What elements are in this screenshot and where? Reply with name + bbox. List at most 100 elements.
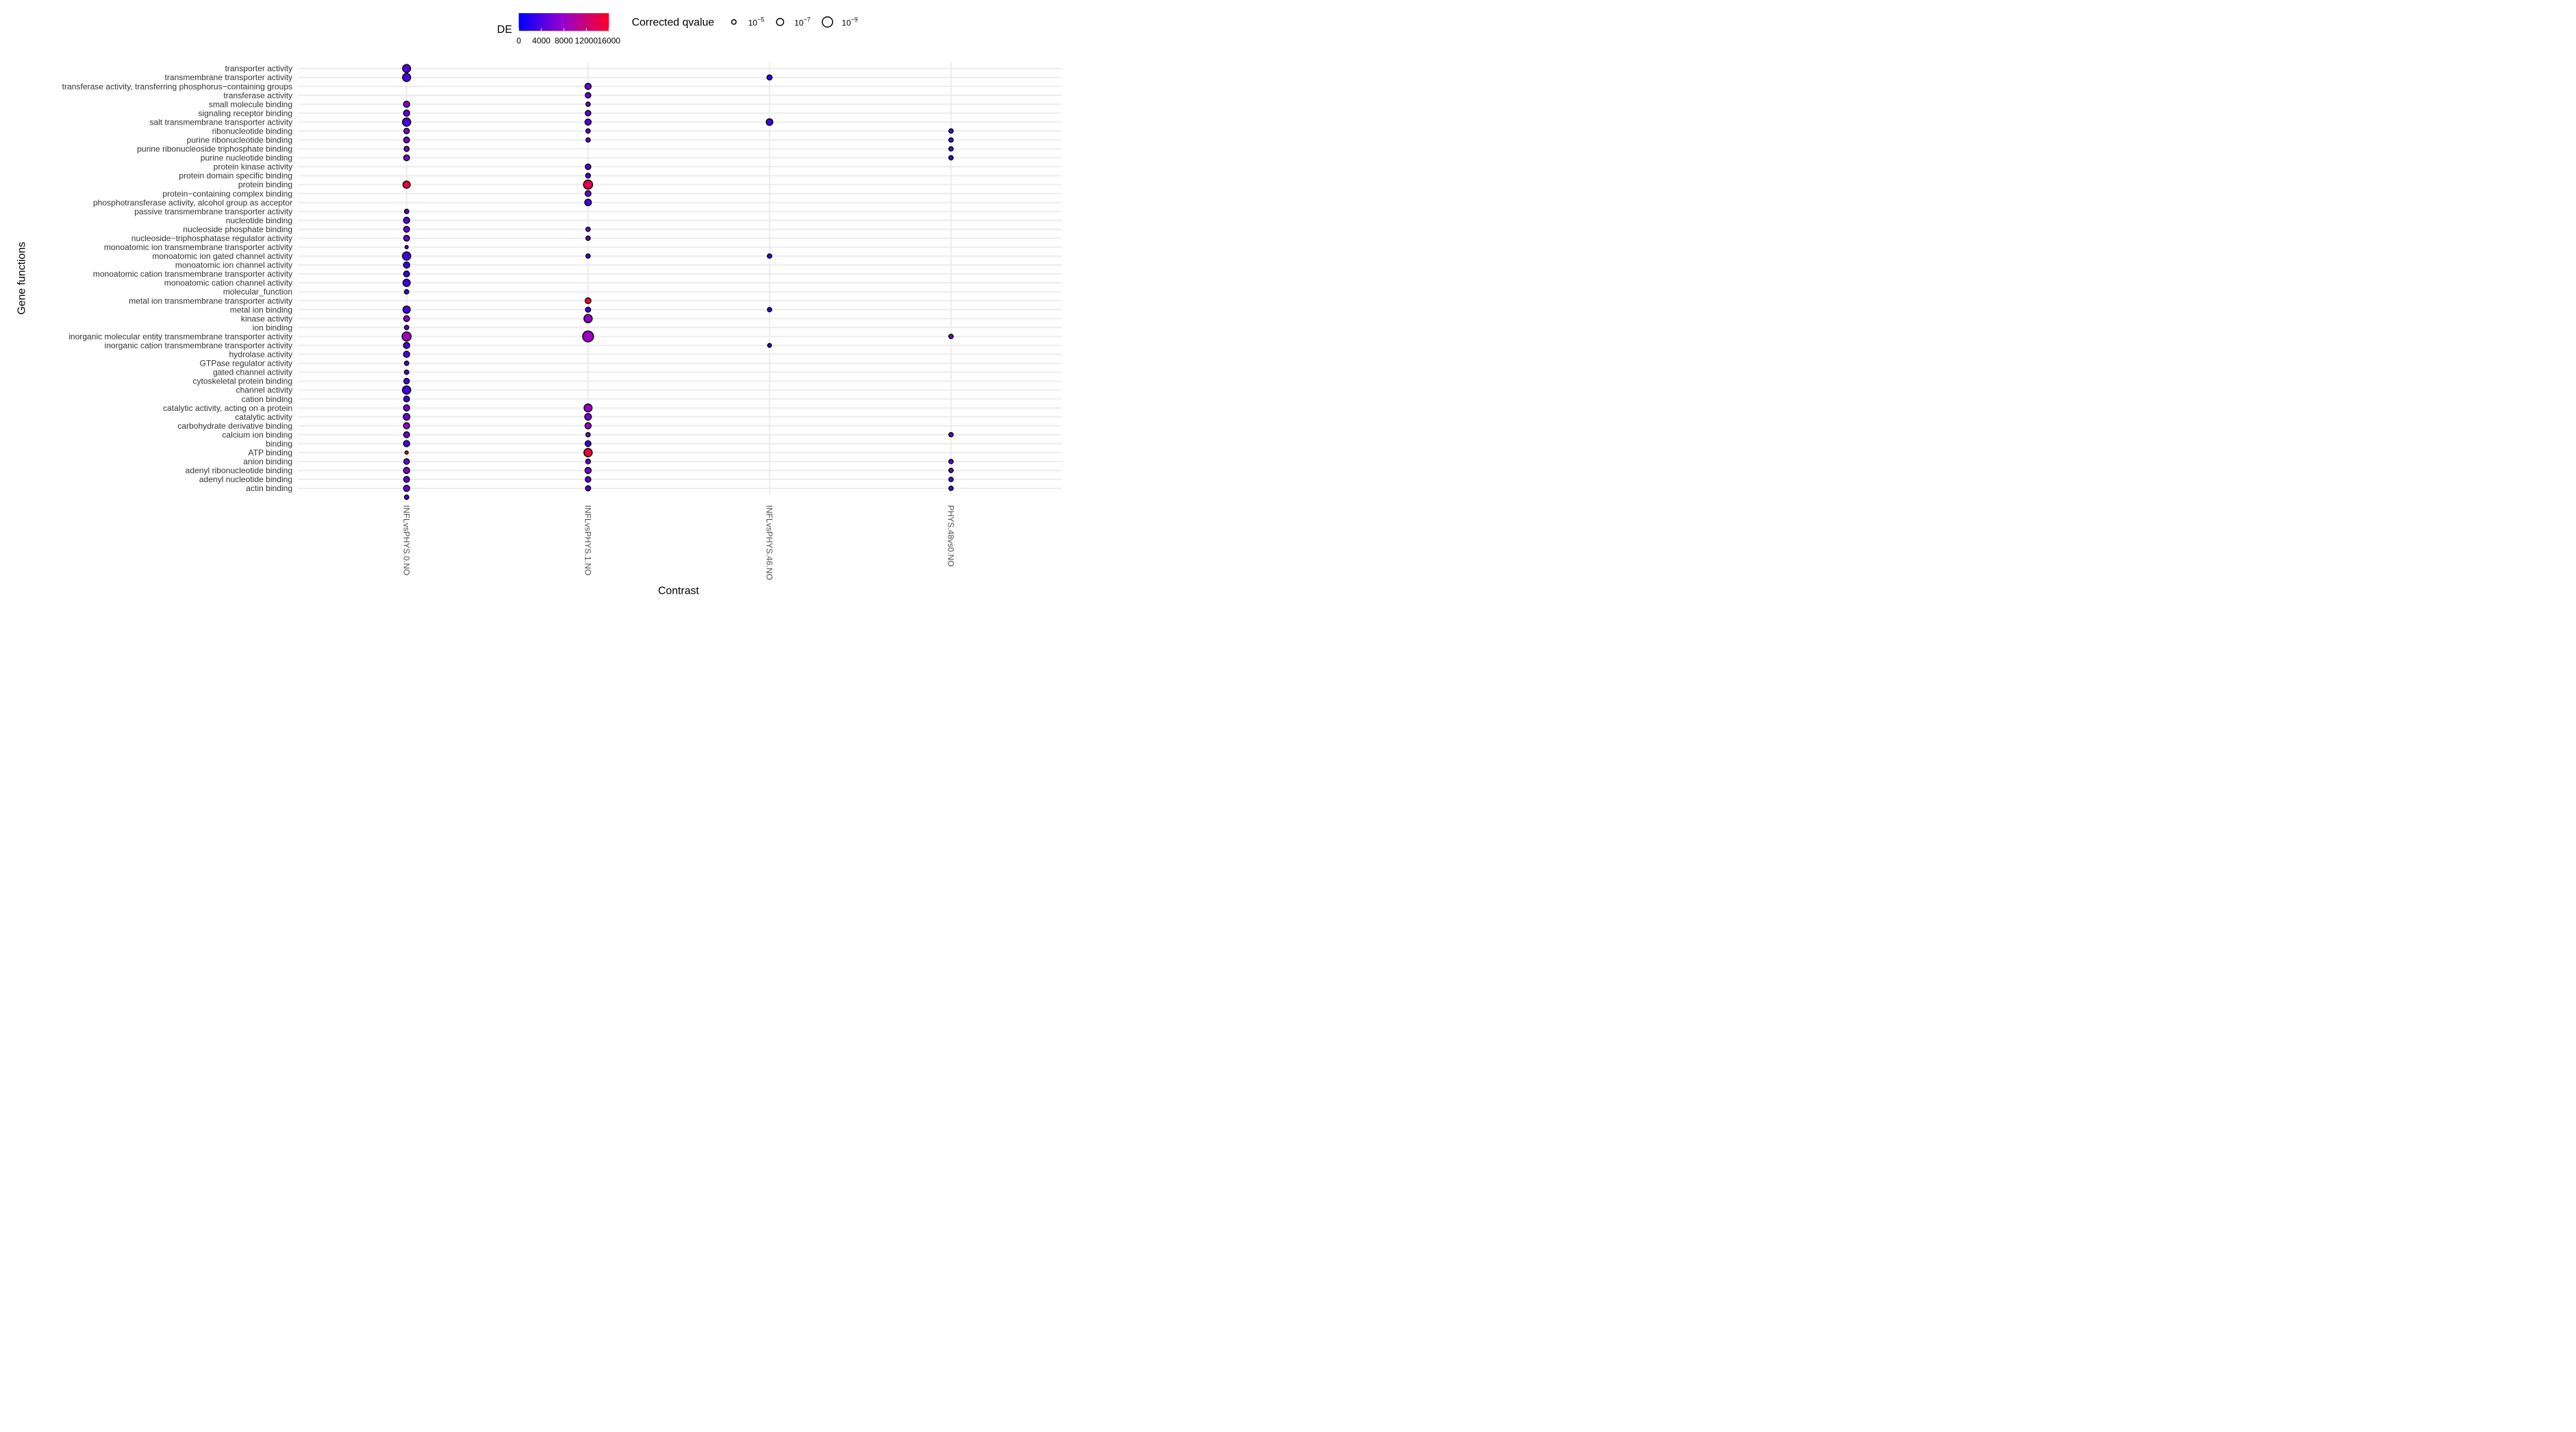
y-tick-label: monoatomic cation channel activity <box>164 278 293 288</box>
data-point <box>766 74 773 81</box>
data-point <box>404 244 409 249</box>
size-legend-keys: 10−5 10−7 10−9 <box>731 16 858 28</box>
data-point <box>584 297 592 305</box>
data-point <box>584 118 592 126</box>
y-tick-label: nucleotide binding <box>226 216 292 225</box>
data-point <box>403 100 410 108</box>
data-point <box>403 422 410 429</box>
y-tick-label: salt transmembrane transporter activity <box>149 117 293 127</box>
data-point <box>584 413 592 421</box>
y-tick-label: inorganic cation transmembrane transport… <box>105 340 294 350</box>
data-point <box>584 199 592 207</box>
data-point <box>585 253 591 259</box>
y-tick-label: monoatomic ion channel activity <box>175 260 293 270</box>
y-tick-label: monoatomic ion gated channel activity <box>152 251 293 261</box>
y-tick-label: cytoskeletal protein binding <box>192 377 292 386</box>
size-legend: Corrected qvalue 10−5 10−7 10−9 <box>632 16 858 29</box>
data-point <box>403 145 410 152</box>
y-tick-label: anion binding <box>243 457 292 466</box>
data-point <box>585 128 591 134</box>
y-tick-label: adenyl ribonucleotide binding <box>186 466 292 475</box>
size-legend-label: 10−7 <box>794 16 811 28</box>
y-tick-label: calcium ion binding <box>222 430 292 440</box>
data-point <box>766 118 774 126</box>
data-point <box>403 208 409 214</box>
y-tick-label: phosphotransferase activity, alcohol gro… <box>93 198 292 208</box>
data-point <box>585 306 592 313</box>
data-point <box>585 137 591 143</box>
y-tick-label: protein kinase activity <box>214 162 293 172</box>
data-point <box>948 458 954 464</box>
size-legend-title: Corrected qvalue <box>632 17 715 29</box>
data-point <box>403 261 410 269</box>
data-point <box>402 279 411 288</box>
chart-container: transporter activity transmembrane transp… <box>0 0 1074 598</box>
data-point <box>403 136 410 144</box>
data-point <box>766 253 772 259</box>
y-tick-label: transporter activity <box>225 64 293 73</box>
data-point <box>403 431 410 438</box>
color-legend-title: DE <box>497 24 512 36</box>
data-point <box>585 476 592 483</box>
data-point <box>585 110 592 116</box>
y-tick-label: kinase activity <box>241 314 293 323</box>
data-point <box>403 351 410 358</box>
size-legend-label: 10−5 <box>748 16 765 28</box>
data-point <box>403 404 410 412</box>
data-point <box>403 225 410 233</box>
y-tick-label: transmembrane transporter activity <box>164 73 293 82</box>
data-point <box>403 377 410 385</box>
data-point <box>585 163 592 171</box>
y-tick-label: metal ion binding <box>230 305 292 314</box>
data-point <box>585 458 592 465</box>
data-point <box>403 154 410 162</box>
data-point <box>403 395 410 403</box>
y-tick-label: protein−containing complex binding <box>162 189 292 199</box>
data-point <box>402 180 411 189</box>
data-point <box>584 190 592 197</box>
data-point <box>582 330 594 342</box>
x-tick-label: INFLvsPHYS.1.NO <box>583 505 593 576</box>
y-tick-label: GTPase regulator activity <box>200 359 294 368</box>
data-point <box>584 82 592 90</box>
y-tick-label: carbohydrate derivative binding <box>177 421 292 431</box>
data-point <box>403 466 410 475</box>
data-point <box>584 440 592 447</box>
data-point <box>402 117 412 127</box>
data-point <box>403 110 410 117</box>
y-tick-label: catalytic activity, acting on a protein <box>163 403 292 413</box>
data-point <box>403 413 411 421</box>
y-tick-label: actin binding <box>246 483 292 493</box>
y-tick-label: passive transmembrane transporter activi… <box>134 207 293 216</box>
data-point <box>403 360 409 366</box>
data-point <box>584 422 592 429</box>
y-tick-label: adenyl nucleotide binding <box>199 475 292 484</box>
data-point <box>585 92 592 99</box>
data-point <box>948 146 954 152</box>
data-point <box>948 128 954 134</box>
size-legend-label: 10−9 <box>842 16 858 28</box>
y-tick-label: purine ribonucleoside triphosphate bindi… <box>137 145 292 154</box>
size-legend-key <box>731 19 737 25</box>
size-legend-key <box>776 18 785 27</box>
data-point <box>402 305 411 314</box>
x-tick-label: PHYS.48vs0.NO <box>946 505 956 567</box>
color-legend: DE 0 4000 8000 12000 16000 <box>497 13 620 45</box>
data-point <box>948 468 954 473</box>
data-point <box>403 325 409 331</box>
x-tick-label: INFLvsPHYS.0.NO <box>402 505 412 576</box>
y-axis-title: Gene functions <box>16 242 28 315</box>
data-point <box>583 448 593 457</box>
x-tick-label: INFLvsPHYS.46.NO <box>765 505 774 580</box>
y-tick-label: protein domain specific binding <box>179 171 292 181</box>
data-point <box>583 314 593 323</box>
data-point <box>584 466 592 475</box>
y-tick-label: monoatomic ion transmembrane transporter… <box>104 242 293 252</box>
data-point <box>403 271 410 277</box>
color-legend-tick-label: 12000 <box>575 36 598 45</box>
y-tick-label: transferase activity, transferring phosp… <box>62 81 292 91</box>
color-legend-bar <box>518 13 609 32</box>
data-point <box>585 173 592 179</box>
y-tick-label: nucleoside−triphosphatase regulator acti… <box>131 234 293 243</box>
